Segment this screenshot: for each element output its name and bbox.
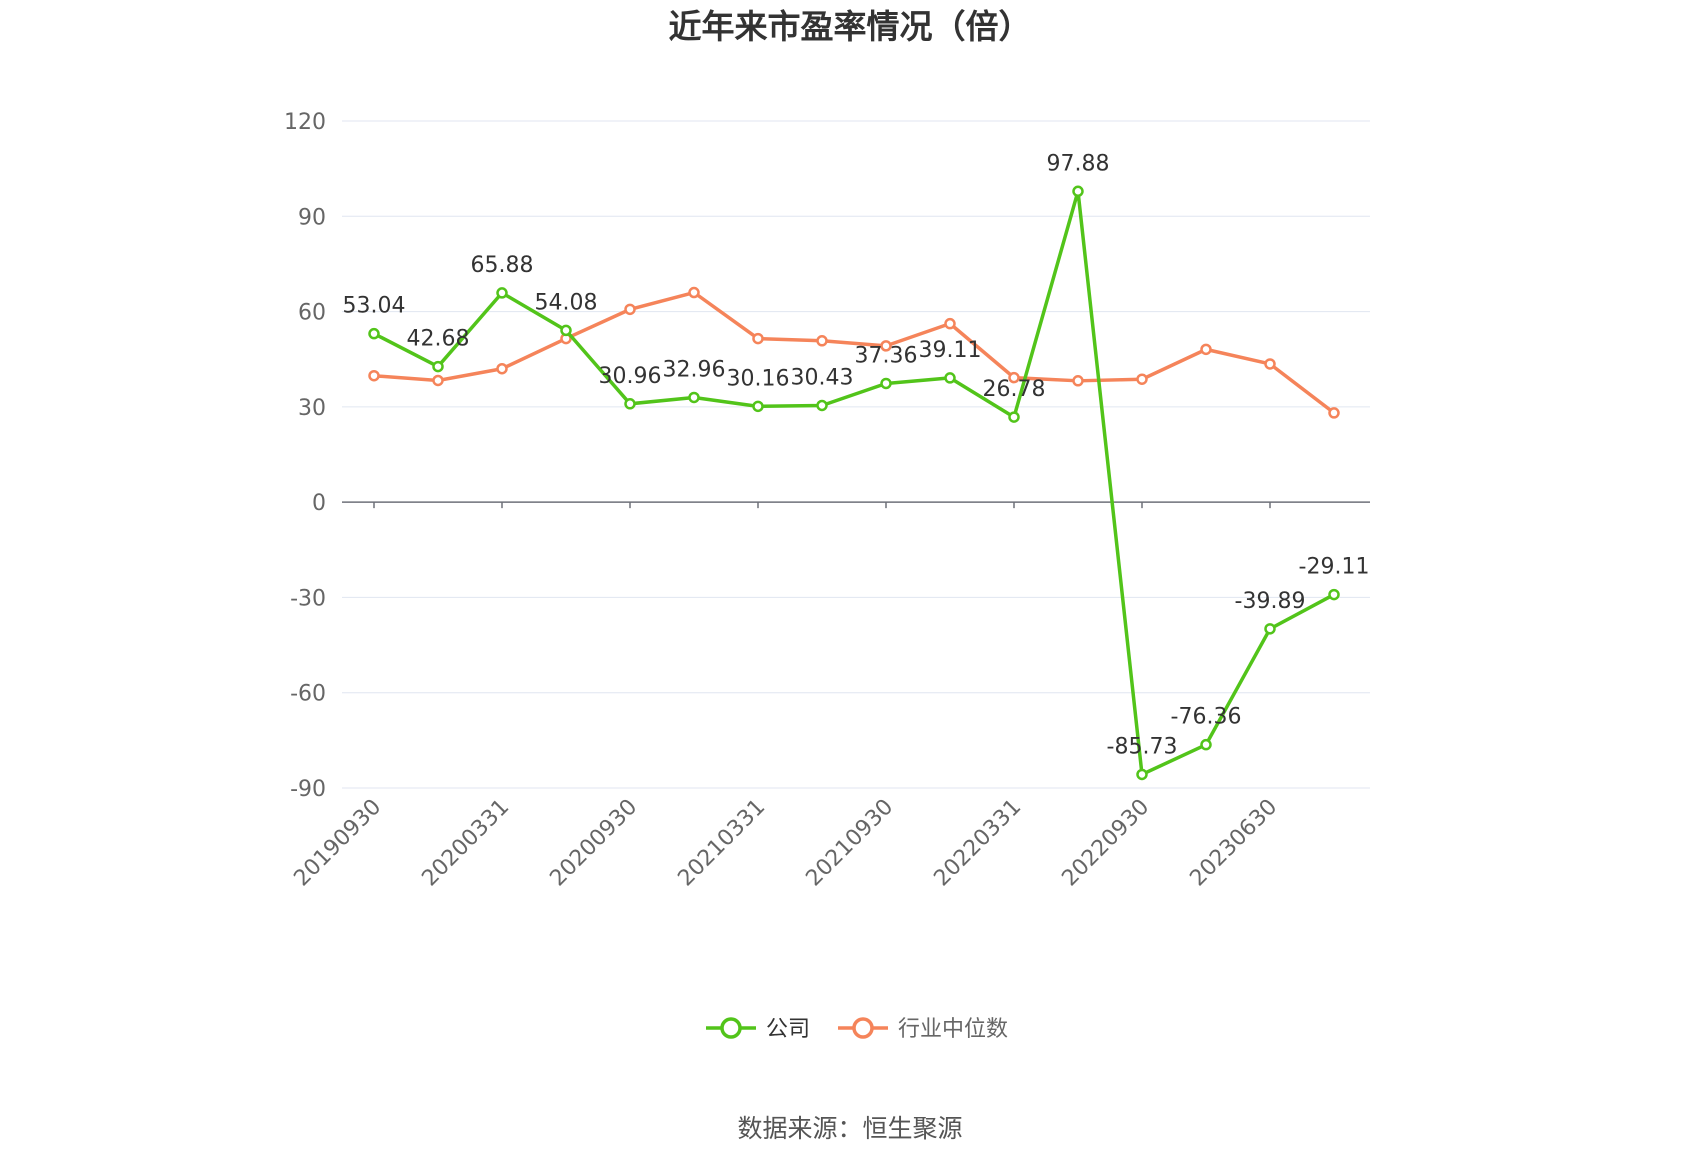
series-0-point <box>496 287 508 299</box>
series-1-point <box>688 286 700 299</box>
series-1-point <box>816 335 828 347</box>
series-layer <box>368 185 1340 781</box>
legend[interactable]: 公司 行业中位数 <box>706 1017 1008 1042</box>
series-line-1 <box>373 290 1336 415</box>
series-0-point <box>432 360 444 373</box>
series-1-point <box>432 374 444 387</box>
series-0-point <box>1328 588 1340 601</box>
legend-label: 行业中位数 <box>898 1017 1008 1042</box>
series-1-point <box>1072 375 1084 387</box>
x-tick-label: 20220930 <box>1057 795 1154 892</box>
x-tick-label: 20220331 <box>929 795 1026 892</box>
chart-title: 近年来市盈率情况（倍） <box>669 7 1032 46</box>
legend-marker <box>720 1017 742 1039</box>
series-1-point <box>752 332 764 345</box>
legend-item-0[interactable]: 公司 <box>706 1017 810 1042</box>
data-label: 30.96 <box>599 364 662 389</box>
data-label: -29.11 <box>1299 555 1370 580</box>
series-1-point <box>496 362 508 375</box>
data-label: -85.73 <box>1107 734 1178 759</box>
data-label: 26.78 <box>983 377 1046 402</box>
legend-item-1[interactable]: 行业中位数 <box>838 1017 1008 1042</box>
series-0-point <box>688 391 700 404</box>
series-0-point <box>1136 768 1148 781</box>
series-0-point <box>1200 738 1212 751</box>
y-tick-label: 0 <box>312 491 326 516</box>
x-tick-label: 20210331 <box>673 795 770 892</box>
data-label: 30.16 <box>727 366 790 391</box>
series-1-point <box>880 340 892 352</box>
x-tick-label: 20230630 <box>1185 795 1282 892</box>
x-tick-label: 20190930 <box>289 795 386 892</box>
y-tick-label: -30 <box>290 586 326 611</box>
series-1-point <box>368 369 380 382</box>
y-tick-label: 120 <box>284 110 326 135</box>
legend-marker <box>852 1017 874 1039</box>
data-label: 37.36 <box>855 343 918 368</box>
series-1-point <box>944 317 956 330</box>
data-label: 42.68 <box>407 327 470 352</box>
data-label: -39.89 <box>1235 589 1306 614</box>
series-1-point <box>624 303 636 316</box>
y-tick-label: -90 <box>290 777 326 802</box>
series-0-point <box>624 398 636 410</box>
series-0-point <box>1072 185 1084 198</box>
data-label: 53.04 <box>343 294 406 319</box>
series-0-point <box>944 372 956 384</box>
y-tick-label: 30 <box>298 396 326 421</box>
series-1-point <box>1008 371 1020 384</box>
grid-lines <box>342 120 1370 789</box>
series-1-point <box>1328 407 1340 419</box>
series-1-point <box>1136 373 1148 385</box>
series-line-0 <box>373 189 1335 777</box>
series-1-point <box>1200 343 1212 356</box>
data-label: 97.88 <box>1047 151 1110 176</box>
series-0-point <box>816 399 828 412</box>
legend-label: 公司 <box>766 1017 810 1042</box>
x-tick-label: 20200331 <box>417 795 514 892</box>
series-0-point <box>368 327 380 340</box>
series-1-point <box>1264 358 1276 370</box>
series-0-point <box>560 324 572 337</box>
data-label: 32.96 <box>663 357 726 382</box>
data-label: 30.43 <box>791 365 854 390</box>
y-tick-label: 90 <box>298 205 326 230</box>
data-label: -76.36 <box>1171 705 1242 730</box>
data-label: 65.88 <box>471 253 534 278</box>
x-tick-label: 20210930 <box>801 795 898 892</box>
source-note: 数据来源：恒生聚源 <box>737 1114 962 1143</box>
y-tick-label: 60 <box>298 301 326 326</box>
series-0-point <box>880 377 892 390</box>
x-tick-label: 20200930 <box>545 795 642 892</box>
series-0-point <box>1264 623 1276 635</box>
data-label: 54.08 <box>535 290 598 315</box>
series-0-point <box>1008 411 1020 423</box>
y-tick-label: -60 <box>290 682 326 707</box>
series-0-point <box>752 400 764 413</box>
data-label: 39.11 <box>919 338 982 363</box>
